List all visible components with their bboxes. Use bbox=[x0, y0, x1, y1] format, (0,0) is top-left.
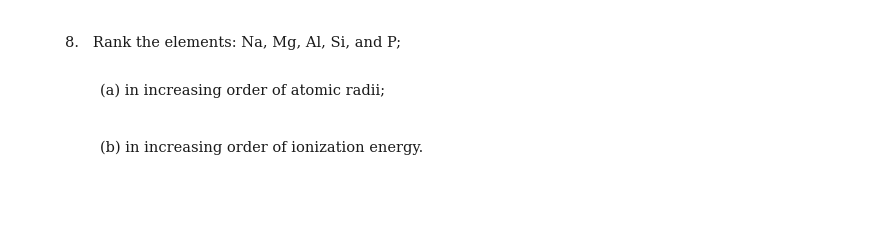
Text: 8.   Rank the elements: Na, Mg, Al, Si, and P;: 8. Rank the elements: Na, Mg, Al, Si, an… bbox=[65, 36, 401, 50]
Text: (a) in increasing order of atomic radii;: (a) in increasing order of atomic radii; bbox=[100, 84, 385, 98]
Text: (b) in increasing order of ionization energy.: (b) in increasing order of ionization en… bbox=[100, 141, 423, 155]
